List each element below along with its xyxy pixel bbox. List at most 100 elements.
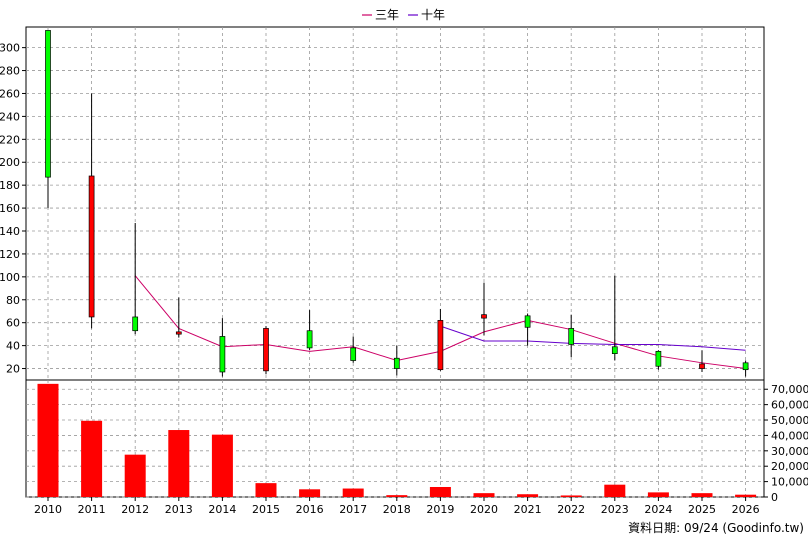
candle [611, 275, 618, 361]
candle-body [393, 357, 400, 369]
price-tick-label: 20 [6, 363, 20, 376]
candle [481, 282, 487, 336]
x-tick-label: 2025 [688, 503, 716, 516]
volume-bar [473, 493, 495, 497]
volume-bar [299, 489, 321, 497]
volume-bar [429, 486, 451, 497]
volume-bar [560, 495, 582, 497]
volume-tick-label: 10,000 [771, 476, 808, 489]
candle [437, 308, 444, 371]
candle-body [611, 346, 618, 354]
x-tick-label: 2012 [121, 503, 149, 516]
price-tick-label: 140 [0, 225, 20, 238]
price-tick-label: 40 [6, 340, 20, 353]
price-tick-label: 240 [0, 110, 20, 123]
candle [524, 313, 531, 346]
volume-bar [604, 484, 626, 497]
candle-body [219, 336, 226, 373]
candle-body [481, 314, 487, 319]
volume-tick-label: 70,000 [771, 383, 808, 396]
candle-body [699, 363, 705, 369]
x-tick-label: 2026 [732, 503, 760, 516]
candle [742, 360, 749, 377]
volume-bar [37, 383, 59, 497]
candle [393, 345, 400, 376]
x-tick-label: 2023 [601, 503, 629, 516]
candle-body [437, 320, 444, 371]
candle-body [88, 175, 95, 318]
volume-tick-label: 40,000 [771, 429, 808, 442]
x-tick-label: 2021 [514, 503, 542, 516]
volume-bar [124, 454, 146, 497]
volume-panel: 0 10,000 20,000 30,000 40,000 50,000 60,000 70,… [25, 379, 808, 504]
candle-body [350, 347, 357, 361]
volume-tick-label: 20,000 [771, 460, 808, 473]
candle-body [45, 30, 51, 178]
x-tick-label: 2024 [644, 503, 672, 516]
candles [45, 30, 749, 377]
volume-bar [342, 488, 364, 497]
legend-label-three-year: 三年 [375, 8, 399, 22]
candle-body [306, 330, 313, 349]
volume-bar [81, 420, 103, 497]
volume-bar [735, 494, 757, 497]
volume-bar [386, 495, 408, 497]
price-tick-label: 60 [6, 317, 20, 330]
candle [263, 326, 269, 375]
candle [219, 318, 226, 377]
volume-tick-label: 0 [771, 491, 778, 504]
price-tick-label: 220 [0, 133, 20, 146]
volume-tick-label: 30,000 [771, 445, 808, 458]
volume-tick-label: 50,000 [771, 414, 808, 427]
x-tick-label: 2022 [557, 503, 585, 516]
candle-body [175, 331, 182, 335]
x-tick-label: 2017 [339, 503, 367, 516]
volume-bar [211, 434, 233, 497]
candle [306, 310, 313, 351]
price-tick-label: 160 [0, 202, 20, 215]
volume-y-axis: 0 10,000 20,000 30,000 40,000 50,000 60,000 70,… [764, 383, 808, 504]
x-tick-label: 2014 [208, 503, 236, 516]
price-panel: 20 40 60 80 100 120 140 160 180 200 220 240 260 280 30… [0, 26, 765, 381]
candle [45, 30, 51, 209]
price-tick-label: 180 [0, 179, 20, 192]
candle [568, 314, 575, 358]
x-tick-label: 2011 [78, 503, 106, 516]
x-tick-label: 2013 [165, 503, 193, 516]
x-tick-label: 2010 [34, 503, 62, 516]
legend: 三年 十年 [362, 8, 445, 22]
volume-bar [168, 430, 190, 497]
ten-year-line [440, 325, 746, 351]
volume-panel-frame [25, 379, 765, 498]
candle [699, 350, 705, 372]
price-tick-label: 260 [0, 87, 20, 100]
x-tick-label: 2020 [470, 503, 498, 516]
volume-bars [37, 383, 757, 497]
candle [175, 297, 182, 338]
price-tick-label: 100 [0, 271, 20, 284]
candle-body [655, 350, 662, 367]
price-y-axis: 20 40 60 80 100 120 140 160 180 200 220 240 260 280 30… [0, 42, 26, 376]
candle-body [524, 315, 531, 328]
volume-tick-label: 60,000 [771, 399, 808, 412]
candle [88, 93, 95, 329]
candle [350, 336, 357, 363]
x-tick-label: 2019 [426, 503, 454, 516]
volume-bar [647, 492, 669, 497]
price-tick-label: 280 [0, 65, 20, 78]
candle-body [132, 316, 139, 332]
candle-body [263, 328, 269, 372]
x-tick-label: 2018 [383, 503, 411, 516]
price-tick-label: 120 [0, 248, 20, 261]
price-tick-label: 80 [6, 294, 20, 307]
x-tick-label: 2015 [252, 503, 280, 516]
candle [132, 222, 139, 335]
x-tick-label: 2016 [296, 503, 324, 516]
candle-body [568, 328, 575, 345]
candle [655, 350, 662, 370]
price-tick-label: 300 [0, 42, 20, 55]
source-note: 資料日期: 09/24 (Goodinfo.tw) [628, 521, 804, 535]
legend-label-ten-year: 十年 [421, 8, 445, 22]
volume-bar [691, 493, 713, 497]
